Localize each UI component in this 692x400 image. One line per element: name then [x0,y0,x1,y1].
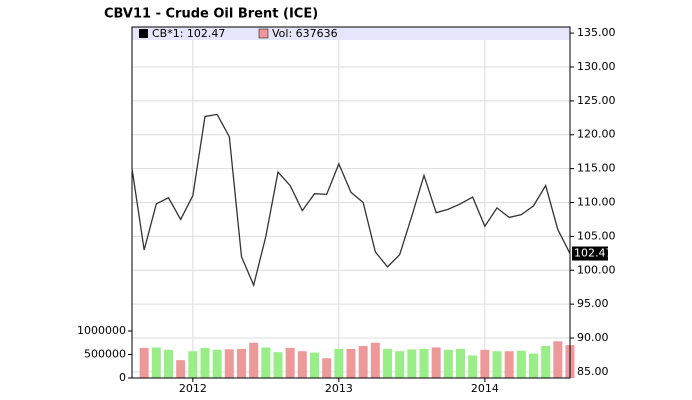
volume-bar [468,355,478,378]
volume-tick-label: 1000000 [77,324,126,337]
volume-bar [492,351,502,378]
chart-title: CBV11 - Crude Oil Brent (ICE) [104,7,318,22]
volume-bar [516,350,526,378]
volume-bar [249,342,259,378]
y-tick-label: 105.00 [577,229,616,242]
volume-bar [164,349,173,378]
volume-bar [431,347,441,378]
volume-bar [237,348,246,378]
volume-bar [310,352,319,378]
volume-bar [139,347,149,378]
price-line [131,113,571,288]
volume-bar [151,347,161,378]
volume-bar [395,351,405,378]
y-tick-label: 125.00 [577,94,616,107]
volume-bar [407,349,417,378]
volume-bar [480,349,490,378]
volume-bar [346,348,356,378]
volume-bar [370,342,380,378]
volume-bar [285,347,295,378]
volume-bar [529,353,538,378]
volume-bar [297,351,307,378]
y-tick-label: 100.00 [577,263,616,276]
volume-bar [383,348,392,378]
volume-bar [541,346,551,378]
plot-layer [132,27,570,378]
last-value-box [572,246,608,261]
volume-bar [200,347,210,378]
y-tick-label: 90.00 [577,331,609,344]
legend-label: Vol: 637636 [272,27,338,40]
y-tick-label: 115.00 [577,162,616,175]
y-tick-label: 135.00 [577,26,616,39]
volume-bar [334,348,344,378]
volume-bar [322,358,332,378]
x-tick-label: 2013 [325,382,353,395]
volume-bar [358,346,368,378]
volume-bar [553,341,563,378]
y-tick-label: 120.00 [577,128,616,141]
volume-bar [261,347,271,378]
volume-bar [419,348,429,378]
volume-bar [456,348,465,378]
volume-bar [504,351,514,378]
legend-swatch [139,29,148,38]
volume-tick-label: 0 [119,371,126,384]
x-tick-label: 2012 [179,382,207,395]
last-value-label: 102.47 [574,247,613,260]
y-tick-label: 85.00 [577,365,609,378]
volume-bar [176,360,186,378]
volume-bar [188,351,198,378]
volume-tick-label: 500000 [84,348,126,361]
y-tick-label: 130.00 [577,60,616,73]
volume-bar [224,349,234,378]
legend-label: CB*1: 102.47 [152,27,225,40]
volume-bar [273,352,283,378]
legend-band [132,27,570,40]
x-tick-label: 2014 [471,382,499,395]
plot-frame [131,26,571,379]
y-tick-label: 95.00 [577,297,609,310]
y-tick-label: 110.00 [577,196,616,209]
volume-bar [212,349,222,378]
legend-swatch [258,28,269,39]
volume-bar [443,349,453,378]
